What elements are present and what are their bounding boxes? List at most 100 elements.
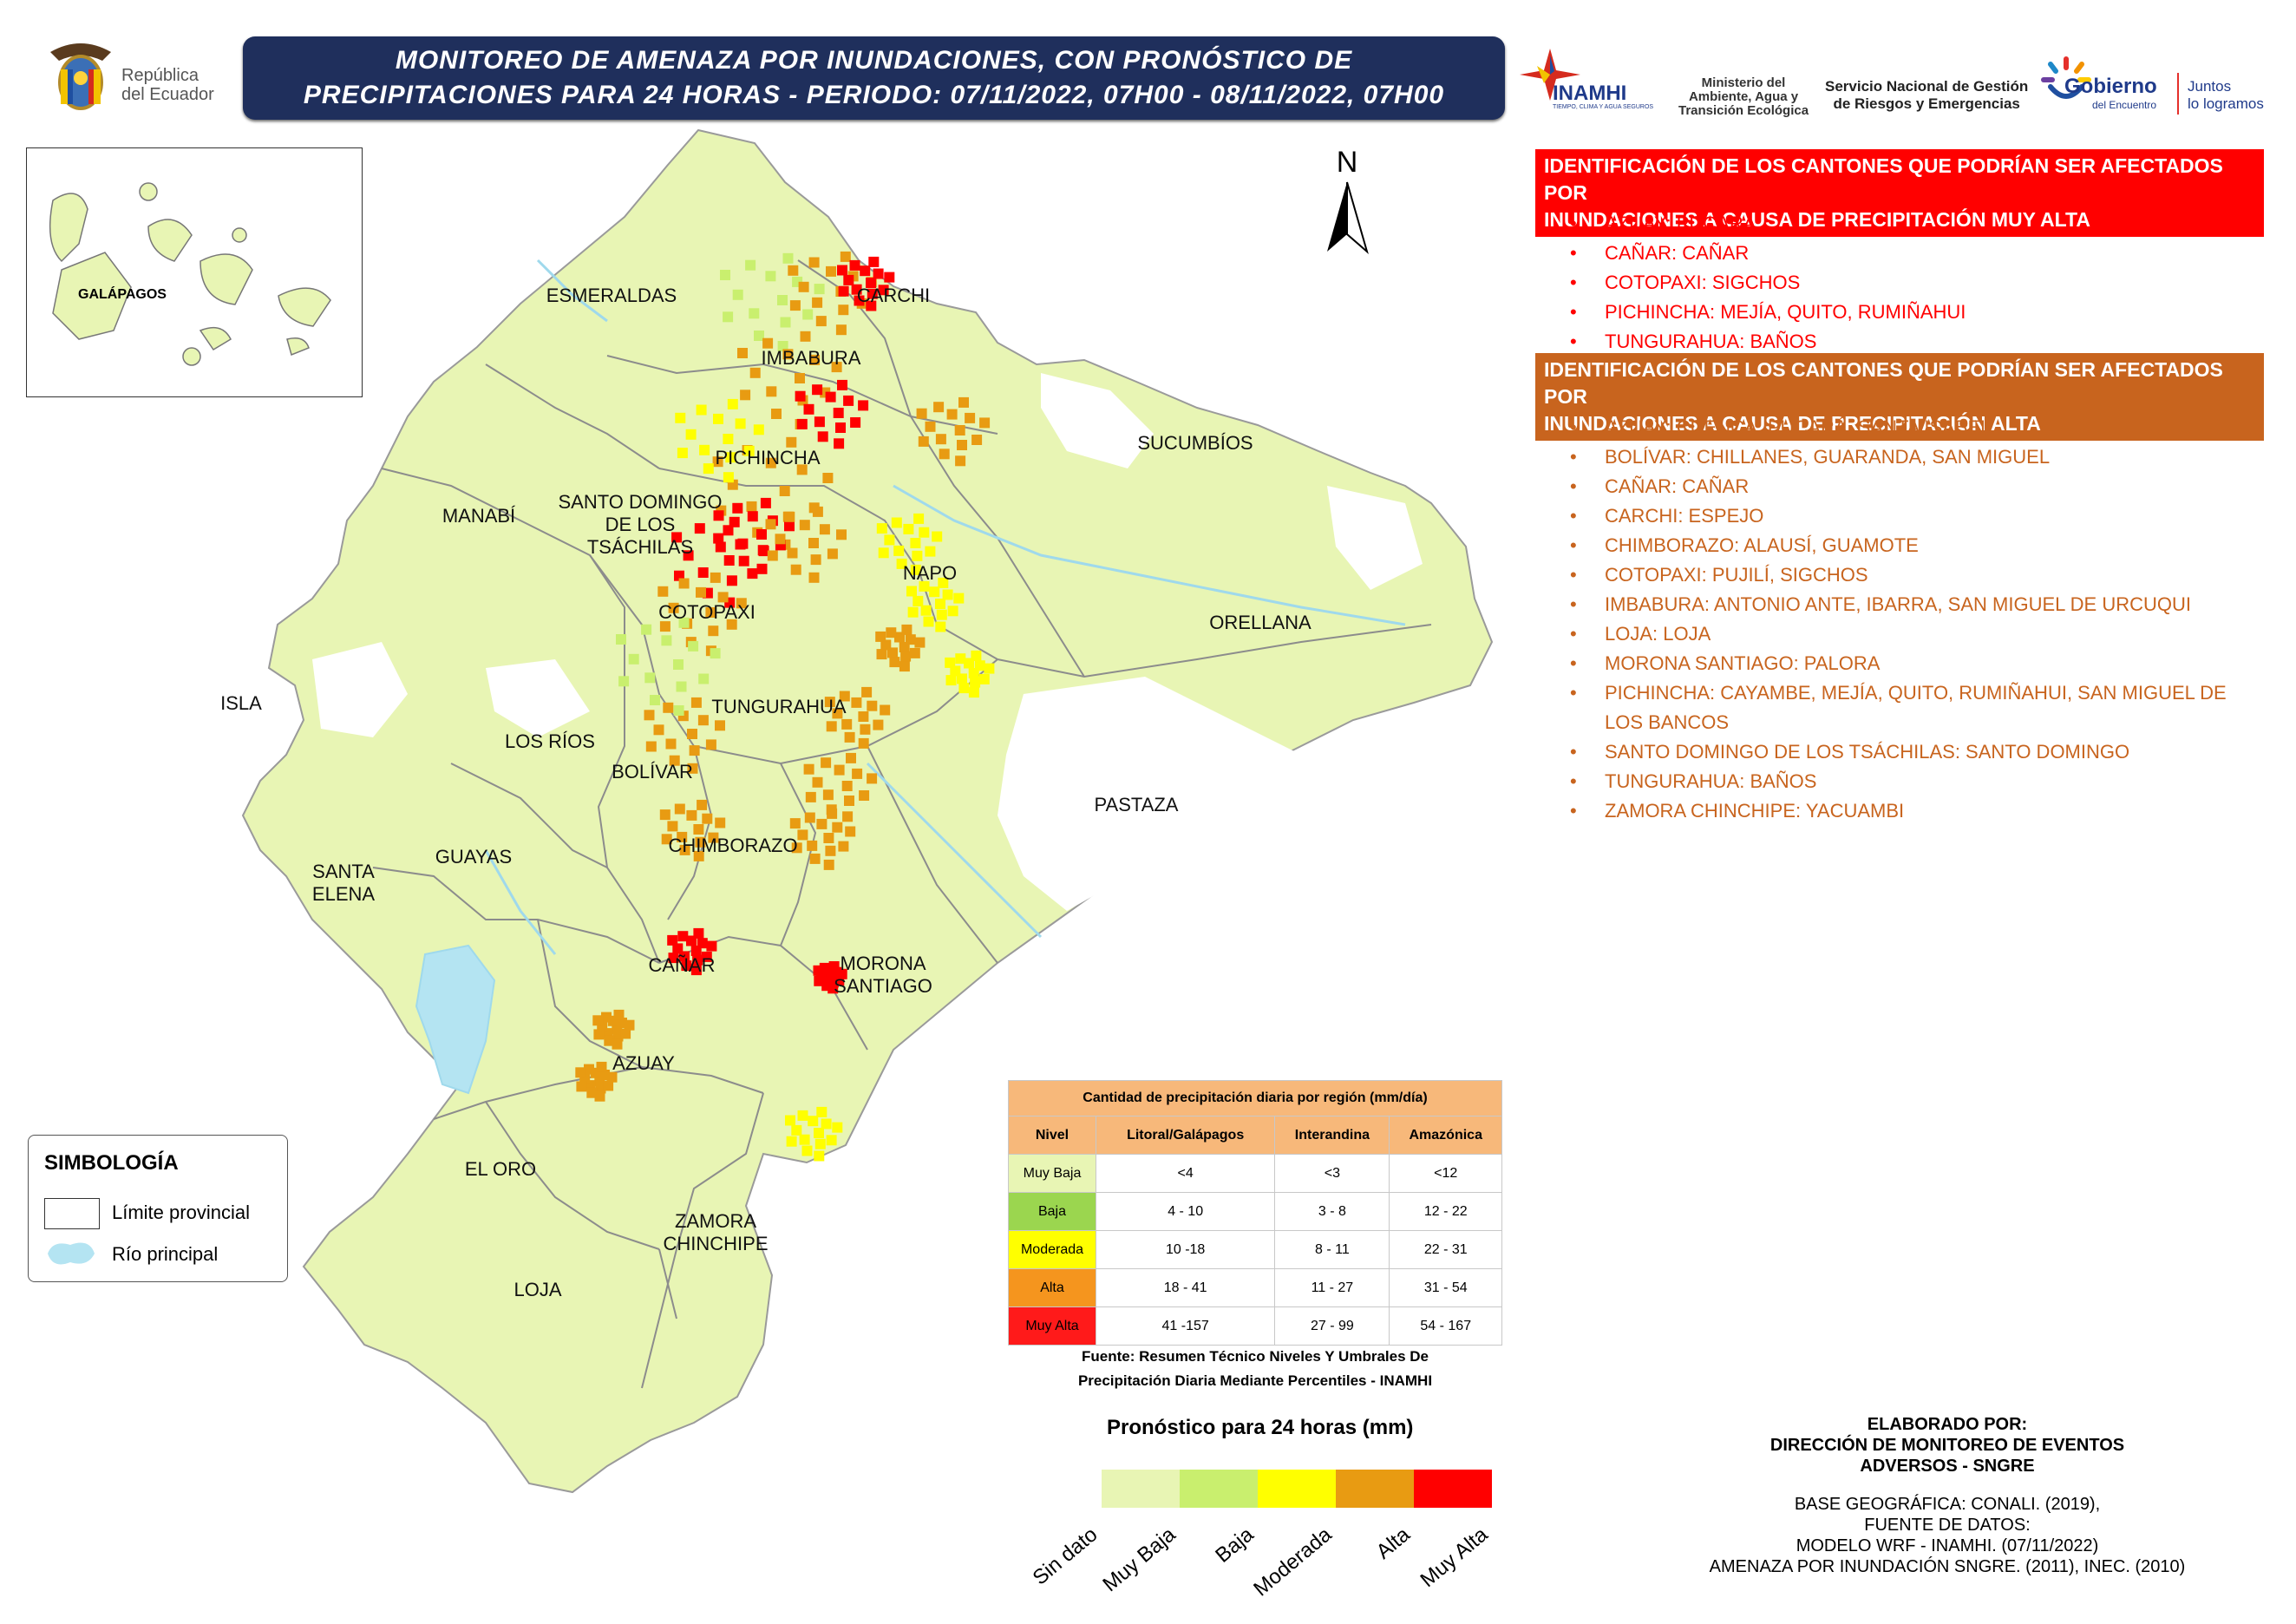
precipitation-cell	[677, 931, 689, 942]
precipitation-cell	[832, 822, 843, 833]
sngre-line: de Riesgos y Emergencias	[1833, 95, 2020, 112]
scale-swatch	[1258, 1470, 1336, 1508]
gobierno-divider	[2177, 73, 2179, 115]
precipitation-cell	[935, 599, 945, 609]
precipitation-cell	[791, 1124, 802, 1136]
province-label: AZUAY	[612, 1052, 675, 1074]
precipitation-cell	[747, 511, 758, 522]
juntos-line: lo logramos	[2188, 95, 2264, 112]
precipitation-cell	[878, 285, 889, 296]
canton-item: LOJA: LOJA	[1561, 619, 2238, 649]
precipitation-cell	[886, 627, 897, 638]
precipitation-cell	[603, 1080, 614, 1091]
range-cell: 4 - 10	[1095, 1192, 1276, 1231]
province-label: SANTA	[312, 861, 375, 882]
precipitation-cell	[785, 1115, 795, 1126]
range-cell: 11 - 27	[1274, 1268, 1390, 1307]
precipitation-cell	[616, 634, 626, 645]
sngre-line: Servicio Nacional de Gestión	[1825, 78, 2029, 95]
precipitation-cell	[697, 567, 709, 578]
precipitation-cell	[723, 525, 734, 536]
precipitation-cell	[673, 659, 684, 670]
precipitation-cell	[787, 547, 798, 559]
province-label: PASTAZA	[1095, 794, 1179, 815]
precipitation-cell	[817, 431, 828, 442]
precipitation-cell	[667, 821, 678, 832]
precipitation-cell	[737, 538, 749, 549]
precipitation-cell	[738, 555, 749, 566]
precipitation-cell	[893, 545, 905, 556]
table-row: Muy Baja <4 <3 <12	[1008, 1154, 1502, 1193]
precipitation-cell	[971, 435, 983, 445]
precipitation-cell	[798, 281, 809, 292]
precipitation-cell	[813, 965, 824, 976]
precipitation-cell	[814, 416, 825, 428]
precipitation-cell	[954, 425, 965, 435]
precipitation-cell	[834, 438, 845, 449]
no-data-region	[1041, 373, 1154, 468]
precipitation-cell	[661, 635, 672, 646]
precipitation-cell	[732, 502, 743, 514]
precipitation-cell	[860, 724, 871, 735]
precipitation-cell	[957, 440, 967, 450]
precipitation-cell	[840, 251, 851, 262]
credit-line: DIRECCIÓN DE MONITOREO DE EVENTOS	[1769, 1436, 2125, 1455]
precipitation-cell	[873, 719, 884, 730]
precipitation-cell	[663, 702, 674, 713]
precipitation-cell	[913, 513, 925, 524]
precipitation-cell	[965, 412, 976, 423]
precipitation-cell	[726, 575, 737, 586]
precipitation-cell	[695, 836, 706, 848]
precipitation-cell	[945, 657, 956, 668]
precipitation-cell	[659, 809, 670, 821]
precipitation-cell	[831, 362, 842, 373]
no-data-region	[998, 677, 1301, 911]
precipitation-cell	[837, 379, 847, 390]
precipitation-cell	[618, 676, 630, 687]
precipitation-cell	[775, 534, 786, 545]
province-label: ORELLANA	[1209, 612, 1312, 633]
canton-item: MORONA SANTIAGO: PALORA	[1561, 649, 2238, 678]
precipitation-cell	[777, 341, 788, 351]
precipitation-cell	[858, 737, 869, 749]
range-cell: <12	[1389, 1154, 1502, 1193]
precipitation-cell	[814, 1150, 825, 1162]
precipitation-cell	[852, 768, 863, 779]
precipitation-cell	[891, 517, 902, 528]
precipitation-cell	[851, 284, 862, 295]
province-label: PICHINCHA	[715, 447, 820, 468]
precipitation-cell	[974, 660, 985, 671]
precipitation-cell	[824, 697, 835, 708]
canton-item: COTOPAXI: SIGCHOS	[1561, 268, 2255, 298]
canton-item: COTOPAXI: PUJILÍ, SIGCHOS	[1561, 560, 2238, 590]
precipitation-cell	[859, 790, 870, 801]
precipitation-cell	[715, 817, 726, 828]
main-river	[415, 944, 496, 1095]
credit-line: ADVERSOS - SNGRE	[1860, 1457, 2035, 1476]
precipitation-cell	[867, 773, 878, 784]
range-cell: 18 - 41	[1095, 1268, 1276, 1307]
precipitation-cell	[901, 624, 913, 635]
river-swatch-icon	[48, 1242, 95, 1265]
scale-label: Muy Alta	[1416, 1522, 1493, 1593]
precipitation-cell	[692, 954, 703, 966]
galapagos-map: GALÁPAGOS	[49, 182, 331, 366]
precipitation-cell	[955, 455, 966, 467]
precipitation-cell	[720, 270, 730, 280]
north-arrow-icon: N	[1327, 146, 1369, 254]
precipitation-cells	[575, 251, 995, 1162]
precipitation-cell	[797, 1110, 808, 1121]
precipitation-cell	[854, 295, 865, 306]
precipitation-thresholds-table: Cantidad de precipitación diaria por reg…	[1008, 1080, 1502, 1346]
precipitation-cell	[939, 449, 950, 460]
title-line-1: MONITOREO DE AMENAZA POR INUNDACIONES, C…	[395, 46, 1353, 75]
precipitation-cell	[971, 650, 982, 661]
precipitation-cell	[594, 1090, 605, 1102]
precipitation-cell	[697, 799, 708, 810]
precipitation-cell	[665, 738, 677, 750]
range-cell: 54 - 167	[1389, 1306, 1502, 1346]
precipitation-cell	[805, 791, 816, 802]
precipitation-cell	[843, 395, 854, 406]
precipitation-cell	[838, 304, 849, 316]
precipitation-cell	[765, 271, 776, 282]
